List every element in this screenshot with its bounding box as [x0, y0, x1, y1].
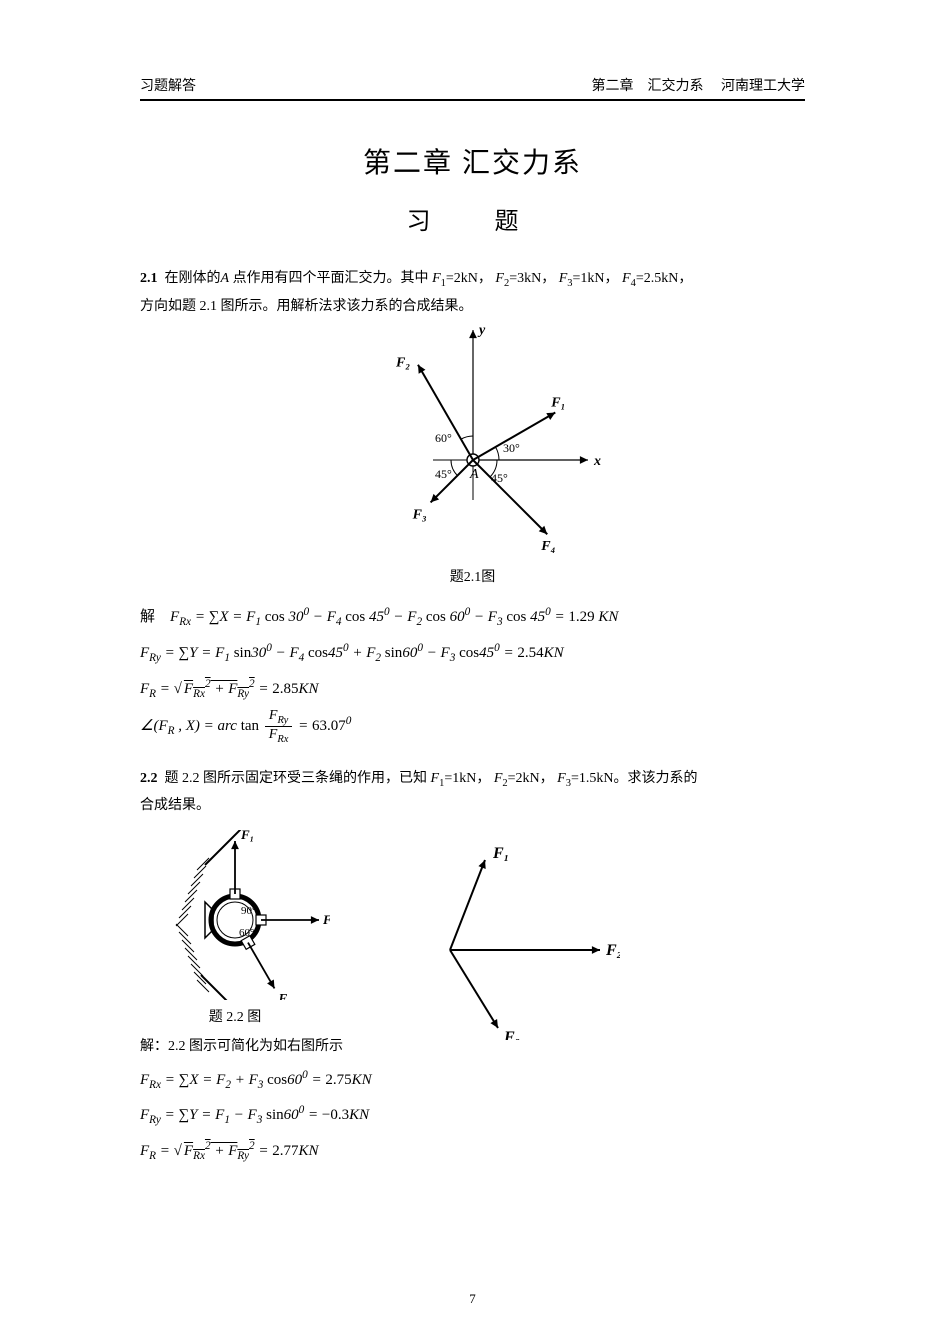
- header-center: 第二章 汇交力系 河南理工大学: [592, 75, 806, 95]
- solution-2-1: 解 FRx = ∑X = F1 cos 300 − F4 cos 450 − F…: [140, 600, 805, 745]
- header-rule: [140, 99, 805, 101]
- figure-2-2-right-svg: F₁ F₂ F₃: [390, 840, 620, 1040]
- page-header: 习题解答 第二章 汇交力系 河南理工大学: [140, 75, 805, 99]
- eq-2-1-angle: ∠(FR , X) = arc tan FRyFRx = 63.070: [140, 718, 351, 734]
- solution-2-2: FRx = ∑X = F2 + F3 cos600 = 2.75KN FRy =…: [140, 1063, 805, 1171]
- figure-2-1-caption: 题2.1图: [140, 566, 805, 586]
- eq-2-1-Ry: FRy = ∑Y = F1 sin300 − F4 cos450 + F2 si…: [140, 645, 564, 661]
- figure-2-1: x y A F₁ F₂ F₃ F₄ 30° 60° 45° 45°: [140, 320, 805, 560]
- figure-2-2-left-svg: F₁ F₂ F₃ 90° 60°: [140, 830, 330, 1000]
- svg-text:F₃: F₃: [503, 1029, 520, 1040]
- eq-2-2-R: FR = √FRx2 + FRy2 = 2.77KN: [140, 1143, 319, 1159]
- page: 习题解答 第二章 汇交力系 河南理工大学 第二章 汇交力系 习 题 2.1 在刚…: [0, 0, 945, 1337]
- figure-2-2-caption: 题 2.2 图: [140, 1006, 330, 1026]
- figure-2-2-left: F₁ F₂ F₃ 90° 60° 题 2.2 图: [140, 830, 330, 1040]
- svg-text:60°: 60°: [435, 431, 452, 445]
- problem-number: 2.2: [140, 771, 158, 786]
- eq-2-2-Rx: FRx = ∑X = F2 + F3 cos600 = 2.75KN: [140, 1072, 372, 1088]
- svg-text:y: y: [477, 323, 486, 338]
- svg-text:F₂: F₂: [322, 912, 330, 927]
- eq-2-2-Ry: FRy = ∑Y = F1 − F3 sin600 = −0.3KN: [140, 1107, 369, 1123]
- svg-text:F₃: F₃: [278, 990, 292, 1000]
- svg-text:45°: 45°: [435, 467, 452, 481]
- page-number: 7: [0, 1291, 945, 1307]
- svg-text:x: x: [593, 454, 601, 469]
- section-title: 习 题: [140, 201, 805, 236]
- svg-text:F₁: F₁: [550, 396, 565, 411]
- problem-2-1: 2.1 在刚体的A 点作用有四个平面汇交力。其中 F1=2kN， F2=3kN，…: [140, 266, 805, 320]
- svg-text:30°: 30°: [503, 441, 520, 455]
- svg-text:A: A: [469, 467, 479, 482]
- problem-2-2: 2.2 题 2.2 图所示固定环受三条绳的作用，已知 F1=1kN， F2=2k…: [140, 766, 805, 820]
- figure-2-2-row: F₁ F₂ F₃ 90° 60° 题 2.2 图 F₁ F₂ F₃: [140, 830, 805, 1040]
- svg-text:F₂: F₂: [605, 942, 620, 959]
- problem-number: 2.1: [140, 271, 158, 286]
- svg-text:F₁: F₁: [492, 845, 509, 862]
- chapter-title: 第二章 汇交力系: [140, 141, 805, 181]
- svg-text:45°: 45°: [491, 471, 508, 485]
- eq-2-1-R: FR = √FRx2 + FRy2 = 2.85KN: [140, 681, 319, 697]
- svg-text:90°: 90°: [241, 905, 256, 917]
- svg-text:F₄: F₄: [540, 540, 555, 555]
- svg-text:F₃: F₃: [411, 508, 426, 523]
- svg-text:F₁: F₁: [240, 830, 254, 842]
- svg-text:F₂: F₂: [395, 356, 410, 371]
- figure-2-1-svg: x y A F₁ F₂ F₃ F₄ 30° 60° 45° 45°: [323, 320, 623, 560]
- header-left: 习题解答: [140, 75, 196, 95]
- eq-2-1-Rx: FRx = ∑X = F1 cos 300 − F4 cos 450 − F2 …: [170, 609, 618, 625]
- figure-2-2-right: F₁ F₂ F₃: [390, 840, 620, 1040]
- svg-text:60°: 60°: [239, 927, 254, 939]
